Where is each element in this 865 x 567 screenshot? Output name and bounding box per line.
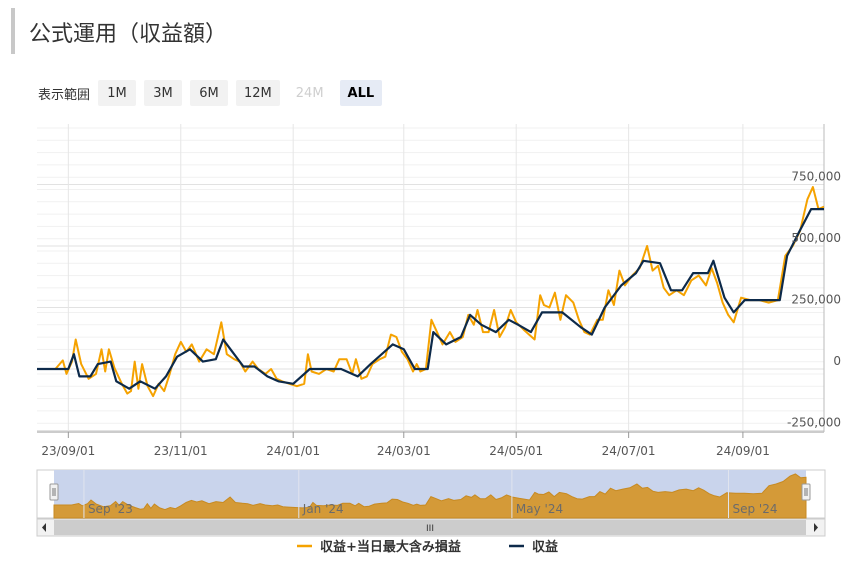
y-tick-label: 250,000 — [791, 293, 841, 307]
chart-series — [37, 186, 825, 398]
title-bar: 公式運用（収益額） — [11, 8, 255, 54]
scrollbar-thumb[interactable] — [54, 520, 806, 535]
series-line-profit — [37, 208, 824, 390]
x-axis-labels: 23/09/01 23/11/01 24/01/01 24/03/01 24/05/01… — [41, 444, 769, 458]
range-button-12m[interactable]: 12M — [236, 80, 280, 106]
x-tick-label: 23/11/01 — [154, 444, 208, 458]
legend: 収益+当日最大含み損益 収益 — [297, 539, 558, 555]
range-button-1m[interactable]: 1M — [98, 80, 137, 106]
scroll-right-arrow-icon[interactable] — [814, 523, 818, 532]
y-axis-labels: -250,000 0 250,000 500,000 750,000 — [787, 170, 841, 430]
navigator-label: Jan '24 — [302, 502, 344, 516]
scrollbar-grip: III — [426, 524, 434, 534]
legend-label-profit[interactable]: 収益 — [532, 539, 558, 555]
y-tick-label: 750,000 — [791, 170, 841, 184]
navigator[interactable]: Sep '23 Jan '24 May '24 Sep '24 III — [36, 469, 826, 537]
y-tick-label: -250,000 — [787, 416, 841, 430]
chart-gridlines — [37, 124, 824, 432]
y-tick-label: 0 — [833, 354, 841, 368]
navigator-right-handle[interactable] — [801, 483, 811, 501]
navigator-label: Sep '23 — [88, 502, 133, 516]
navigator-label: May '24 — [516, 502, 563, 516]
range-button-6m[interactable]: 6M — [190, 80, 229, 106]
x-tick-label: 24/09/01 — [716, 444, 770, 458]
navigator-label: Sep '24 — [733, 502, 778, 516]
range-selector: 表示範囲 1M 3M 6M 12M 24M ALL — [38, 80, 383, 106]
range-button-3m[interactable]: 3M — [144, 80, 183, 106]
page-title: 公式運用（収益額） — [29, 22, 228, 47]
x-tick-label: 23/09/01 — [41, 444, 95, 458]
legend-label-total[interactable]: 収益+当日最大含み損益 — [320, 539, 461, 555]
range-button-all[interactable]: ALL — [339, 80, 383, 106]
x-tick-label: 24/07/01 — [602, 444, 656, 458]
series-line-total — [37, 186, 825, 398]
x-tick-label: 24/03/01 — [377, 444, 431, 458]
range-button-24m: 24M — [287, 80, 332, 106]
scroll-left-arrow-icon[interactable] — [42, 523, 46, 532]
range-selector-label: 表示範囲 — [38, 87, 91, 103]
y-tick-label: 500,000 — [791, 231, 841, 245]
navigator-left-handle[interactable] — [49, 483, 59, 501]
navigator-area — [53, 473, 807, 519]
x-tick-label: 24/01/01 — [266, 444, 320, 458]
chart-axes — [37, 124, 825, 438]
x-tick-label: 24/05/01 — [489, 444, 543, 458]
